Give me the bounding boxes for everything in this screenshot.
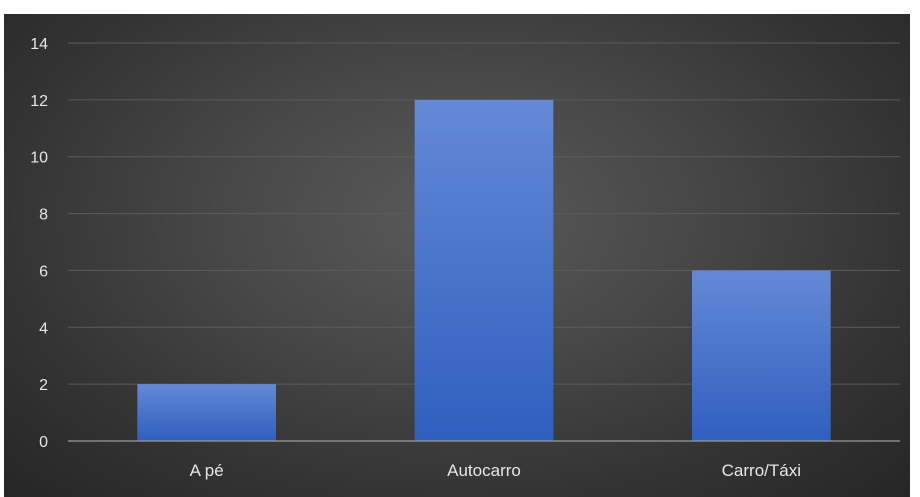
y-tick-label: 12 bbox=[30, 93, 48, 110]
bar-1 bbox=[137, 384, 276, 441]
y-tick-label: 10 bbox=[30, 150, 48, 167]
bar-chart: 0 2 4 6 8 10 12 14 A pé Autocarro Carro/Táxi bbox=[30, 36, 900, 480]
x-category-label: A pé bbox=[190, 461, 224, 480]
y-tick-label: 4 bbox=[39, 320, 48, 337]
x-axis-labels: A pé Autocarro Carro/Táxi bbox=[190, 461, 801, 480]
bar-3 bbox=[692, 270, 831, 441]
bar-2 bbox=[414, 99, 554, 441]
y-axis-ticks: 0 2 4 6 8 10 12 14 bbox=[30, 36, 48, 451]
y-tick-label: 2 bbox=[39, 377, 48, 394]
chart-area: 0 2 4 6 8 10 12 14 A pé Autocarro Carro/Táxi bbox=[4, 14, 910, 497]
bars bbox=[137, 99, 831, 441]
y-tick-label: 8 bbox=[39, 207, 48, 224]
y-tick-label: 0 bbox=[39, 434, 48, 451]
x-category-label: Carro/Táxi bbox=[722, 461, 801, 480]
y-tick-label: 14 bbox=[30, 36, 48, 53]
x-category-label: Autocarro bbox=[447, 461, 521, 480]
y-tick-label: 6 bbox=[39, 263, 48, 280]
